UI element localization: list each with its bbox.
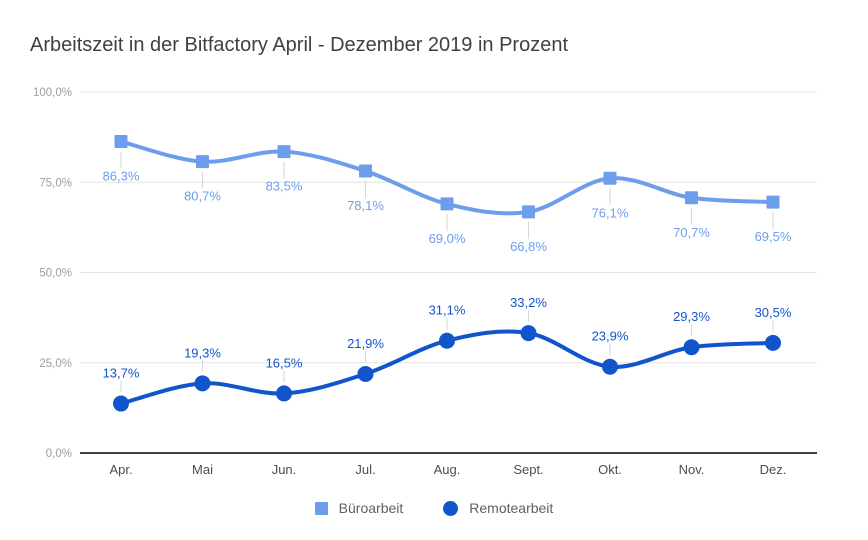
x-tick-label: Dez. [760,462,787,477]
data-point-label-remotearbeit: 33,2% [510,295,547,310]
legend: Büroarbeit Remotearbeit [0,500,868,516]
data-point-marker-remotearbeit [276,385,292,402]
data-point-label-remotearbeit: 30,5% [755,305,792,320]
data-point-marker-remotearbeit [439,332,455,349]
x-tick-label: Sept. [513,462,543,477]
data-point-marker-remotearbeit [194,375,211,392]
x-tick-label: Apr. [109,462,132,477]
remotearbeit-circle-swatch-icon [443,500,459,516]
data-point-label-remotearbeit: 31,1% [429,303,466,318]
data-point-label-bueroarbeit: 86,3% [103,168,140,183]
data-point-label-bueroarbeit: 69,5% [755,229,792,244]
data-point-label-remotearbeit: 19,3% [184,345,221,360]
x-tick-label: Jul. [355,462,375,477]
data-point-marker-bueroarbeit [114,134,128,148]
data-point-marker-bueroarbeit [196,155,209,169]
legend-label-remotearbeit: Remotearbeit [469,500,554,516]
data-point-label-remotearbeit: 29,3% [673,309,710,324]
y-tick-label: 75,0% [39,177,72,189]
x-tick-label: Aug. [434,462,461,477]
data-point-label-bueroarbeit: 80,7% [184,189,221,204]
data-point-label-bueroarbeit: 70,7% [673,225,710,240]
data-point-marker-remotearbeit [520,325,537,342]
x-tick-label: Mai [192,462,213,477]
y-tick-label: 0,0% [46,448,72,460]
y-tick-label: 50,0% [39,268,72,280]
legend-item-bueroarbeit: Büroarbeit [314,500,404,516]
data-point-label-bueroarbeit: 83,5% [266,179,303,194]
data-point-label-bueroarbeit: 76,1% [592,205,629,220]
data-point-marker-bueroarbeit [359,164,372,178]
data-point-marker-bueroarbeit [522,205,535,219]
data-point-marker-bueroarbeit [603,171,617,185]
data-point-label-remotearbeit: 21,9% [347,336,384,351]
data-point-label-bueroarbeit: 66,8% [510,239,547,254]
data-point-marker-remotearbeit [113,395,129,412]
data-point-marker-bueroarbeit [685,191,698,205]
data-point-label-bueroarbeit: 78,1% [347,198,384,213]
y-tick-label: 100,0% [33,87,72,99]
data-point-label-remotearbeit: 16,5% [266,355,303,370]
bueroarbeit-square-swatch-icon [314,501,328,515]
data-point-marker-bueroarbeit [440,197,454,211]
data-point-marker-bueroarbeit [277,145,291,159]
legend-label-bueroarbeit: Büroarbeit [338,500,404,516]
data-point-label-remotearbeit: 13,7% [103,366,140,381]
data-point-marker-remotearbeit [765,334,781,351]
y-tick-label: 25,0% [39,358,72,370]
data-point-label-bueroarbeit: 69,0% [429,231,466,246]
x-tick-label: Nov. [679,462,705,477]
data-point-label-remotearbeit: 23,9% [592,329,629,344]
data-point-marker-bueroarbeit [766,195,780,209]
data-point-marker-remotearbeit [602,358,618,375]
data-point-marker-remotearbeit [683,339,700,356]
x-tick-label: Jun. [272,462,297,477]
chart-title: Arbeitszeit in der Bitfactory April - De… [30,34,569,56]
legend-item-remotearbeit: Remotearbeit [443,500,553,516]
x-tick-label: Okt. [598,462,622,477]
data-point-marker-remotearbeit [357,365,374,382]
